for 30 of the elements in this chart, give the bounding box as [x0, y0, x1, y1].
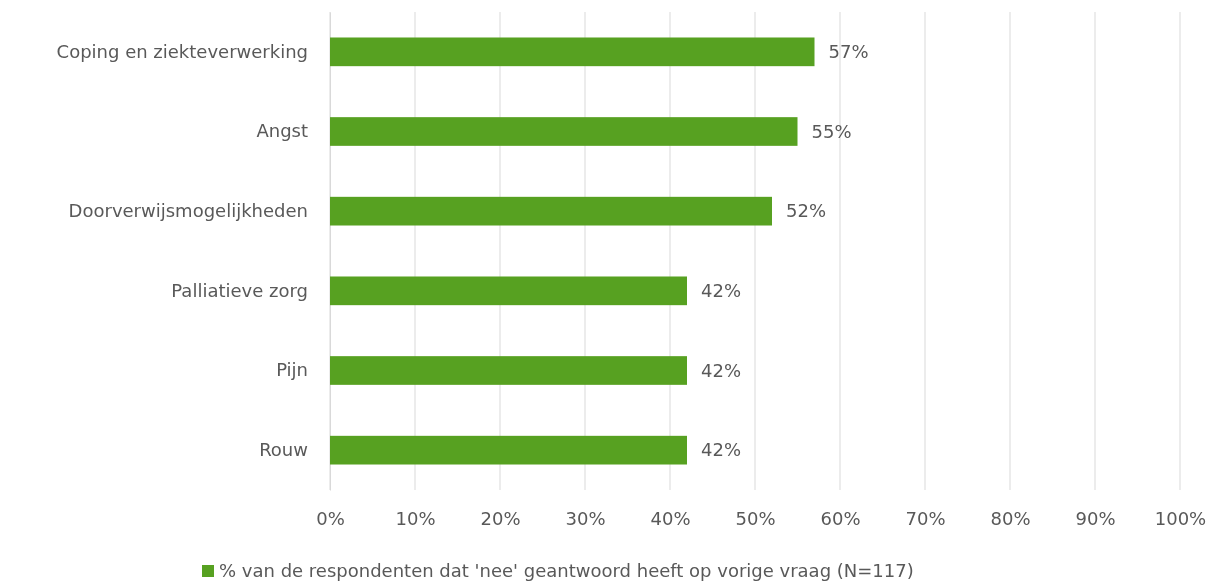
bar: [330, 37, 815, 67]
x-tick-label: 40%: [650, 507, 691, 529]
x-tick-label: 60%: [820, 507, 861, 529]
data-label: 42%: [701, 439, 742, 461]
x-tick-label: 0%: [316, 507, 345, 529]
y-tick-label: Doorverwijsmogelijkheden: [68, 199, 308, 221]
bar: [330, 435, 687, 465]
y-tick-label: Rouw: [259, 438, 308, 460]
data-label: 52%: [786, 200, 827, 222]
legend-label: % van de respondenten dat 'nee' geantwoord heeft op vorige vraag (N=117): [219, 560, 914, 582]
x-tick-label: 70%: [905, 507, 946, 529]
y-tick-label: Pijn: [276, 359, 308, 381]
y-tick-label: Palliatieve zorg: [171, 279, 308, 301]
data-label: 55%: [811, 120, 852, 142]
y-tick-label: Angst: [256, 120, 308, 142]
bar: [330, 356, 687, 385]
x-tick-label: 80%: [990, 507, 1031, 529]
y-tick-label: Coping en ziekteverwerking: [56, 40, 308, 62]
x-tick-label: 50%: [735, 507, 776, 529]
data-label: 42%: [701, 359, 742, 381]
x-tick-label: 100%: [1154, 507, 1206, 529]
bar: [330, 276, 687, 306]
bar: [330, 196, 772, 226]
bar: [330, 117, 798, 146]
x-tick-label: 90%: [1075, 507, 1116, 529]
data-label: 57%: [828, 41, 869, 63]
data-label: 42%: [701, 280, 742, 302]
x-tick-label: 20%: [480, 507, 521, 529]
x-tick-label: 10%: [395, 507, 436, 529]
x-tick-label: 30%: [565, 507, 606, 529]
